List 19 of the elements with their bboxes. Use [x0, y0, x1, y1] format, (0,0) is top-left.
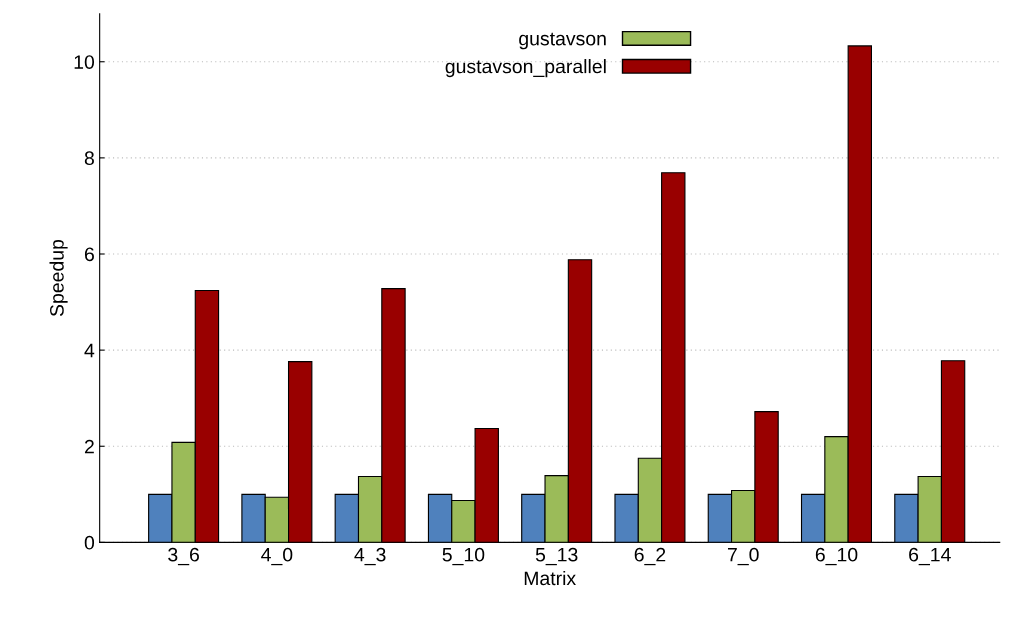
y-tick-label: 2: [84, 439, 94, 454]
y-tick-label: 8: [84, 151, 94, 166]
y-axis-title: Speedup: [49, 239, 68, 317]
y-tick-label: 6: [84, 247, 94, 262]
x-tick-label: 3_6: [168, 547, 199, 566]
y-tick-label: 4: [84, 343, 95, 358]
y-tick-label: 10: [74, 55, 95, 69]
x-tick-label: 5_10: [442, 547, 485, 566]
x-tick-label: 4_3: [354, 547, 386, 566]
y-tick-label: 0: [84, 535, 95, 550]
legend-label: gustavson_parallel: [445, 59, 606, 78]
x-tick-label: 6_2: [634, 547, 666, 566]
x-tick-label: 7_0: [728, 547, 759, 566]
x-tick-label: 4_0: [261, 547, 293, 566]
x-tick-label: 6_14: [909, 547, 951, 566]
x-tick-label: 6_10: [815, 547, 858, 566]
x-tick-label: 5_13: [535, 547, 578, 566]
legend-label: gustavson: [519, 32, 606, 50]
x-axis-title: Matrix: [524, 570, 576, 586]
